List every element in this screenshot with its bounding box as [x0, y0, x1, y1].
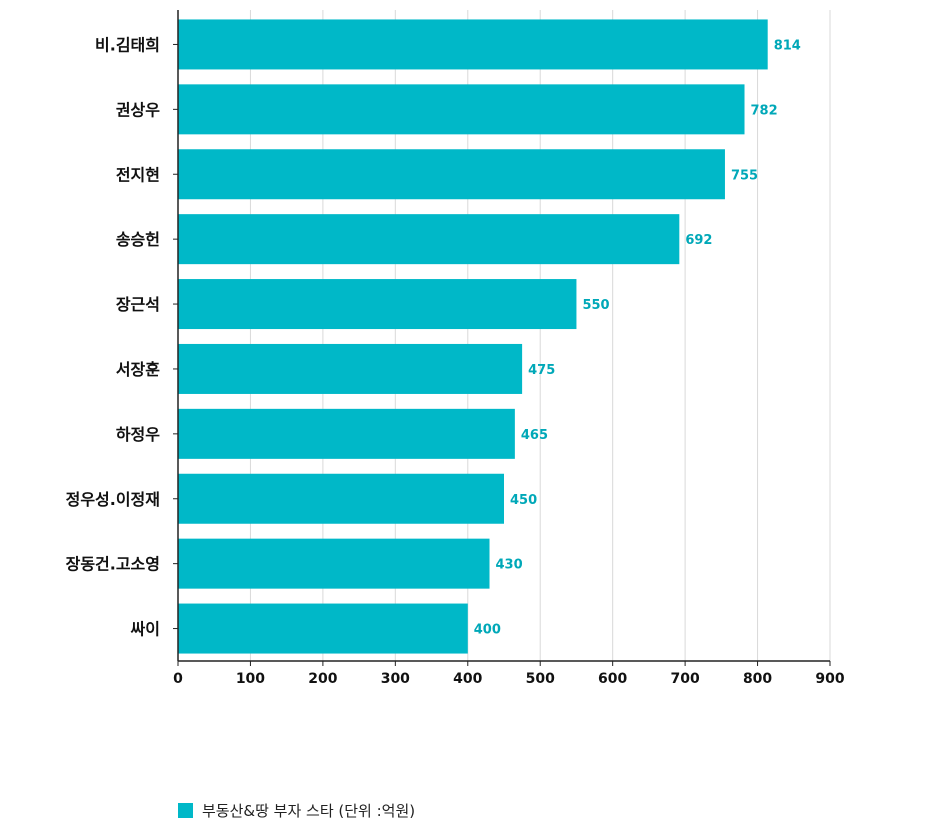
data-label: 450: [510, 493, 537, 508]
x-tick-label: 100: [236, 671, 265, 687]
x-tick-label: 800: [743, 671, 772, 687]
data-label: 465: [521, 428, 548, 443]
x-tick-label: 0: [173, 671, 183, 687]
legend-label: 부동산&땅 부자 스타 (단위 :억원): [202, 801, 416, 820]
bar[interactable]: [178, 19, 768, 70]
x-tick-label: 400: [453, 671, 482, 687]
bar[interactable]: [178, 84, 745, 135]
bar[interactable]: [178, 473, 504, 524]
x-tick-label: 900: [815, 671, 844, 687]
bar[interactable]: [178, 538, 490, 589]
data-label: 430: [496, 558, 523, 573]
category-label: 서장훈: [116, 360, 160, 379]
data-label: 755: [731, 168, 758, 183]
category-label: 권상우: [116, 100, 160, 119]
data-label: 550: [582, 298, 609, 313]
category-label: 송승헌: [116, 230, 160, 249]
data-label: 400: [474, 623, 501, 638]
legend-swatch: [178, 802, 193, 818]
legend[interactable]: 부동산&땅 부자 스타 (단위 :억원): [178, 800, 415, 820]
category-label: 하정우: [116, 425, 160, 444]
category-label: 싸이: [131, 620, 160, 639]
category-label: 장근석: [116, 295, 160, 314]
bar[interactable]: [178, 149, 725, 200]
bar[interactable]: [178, 279, 577, 330]
category-label: 비.김태희: [95, 35, 160, 54]
bar[interactable]: [178, 214, 680, 265]
x-tick-label: 600: [598, 671, 627, 687]
x-tick-label: 300: [381, 671, 410, 687]
data-label: 814: [774, 38, 801, 53]
x-tick-label: 200: [308, 671, 337, 687]
data-label: 782: [751, 103, 778, 118]
category-label: 정우성.이정재: [66, 490, 160, 509]
category-label: 장동건.고소영: [66, 555, 160, 574]
x-tick-label: 500: [526, 671, 555, 687]
data-label: 692: [685, 233, 712, 248]
bar[interactable]: [178, 343, 523, 394]
bar[interactable]: [178, 603, 468, 654]
data-label: 475: [528, 363, 555, 378]
bar[interactable]: [178, 408, 515, 459]
x-tick-label: 700: [670, 671, 699, 687]
category-label: 전지현: [116, 165, 160, 184]
